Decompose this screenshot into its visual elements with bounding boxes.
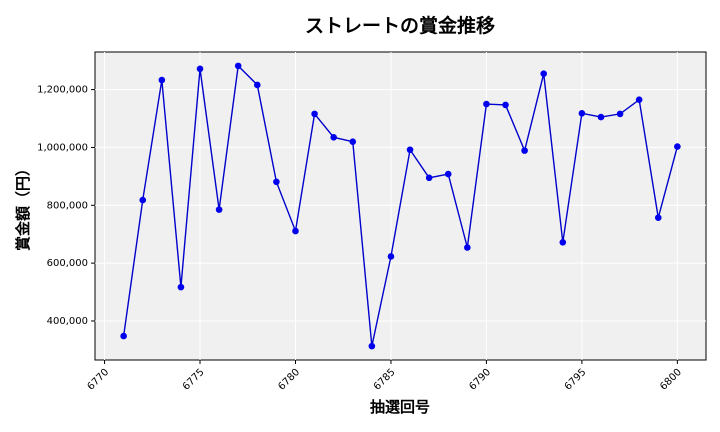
x-axis-ticks: 6770 6775 6780 6785 6790 6795 6800 — [85, 360, 684, 393]
data-point — [196, 65, 204, 73]
data-point — [273, 178, 280, 186]
data-point — [674, 143, 681, 150]
x-tick-label: 6800 — [658, 367, 684, 393]
data-point — [444, 170, 452, 178]
data-point — [349, 138, 357, 145]
data-point — [139, 196, 147, 204]
x-tick-label: 6795 — [563, 367, 589, 393]
data-point — [158, 76, 166, 84]
x-tick-label: 6790 — [467, 367, 493, 393]
data-point — [502, 101, 509, 109]
x-tick-label: 6775 — [181, 367, 207, 393]
data-point — [635, 96, 643, 104]
series-layer — [120, 62, 681, 350]
data-point — [540, 70, 548, 77]
data-point — [578, 110, 586, 117]
y-tick-label: 1,200,000 — [37, 85, 88, 96]
data-point — [425, 174, 433, 182]
data-point — [483, 100, 490, 108]
data-point — [234, 62, 242, 70]
data-point — [368, 342, 376, 350]
x-tick-label: 6780 — [276, 367, 302, 393]
data-point — [521, 147, 528, 154]
data-point — [215, 206, 223, 213]
data-point — [177, 283, 185, 291]
y-tick-label: 600,000 — [47, 258, 88, 269]
y-tick-label: 800,000 — [47, 200, 88, 211]
data-point — [387, 253, 395, 260]
x-tick-label: 6770 — [85, 367, 111, 393]
y-axis-ticks: 400,000 600,000 800,000 1,000,000 1,200,000 — [37, 85, 95, 327]
data-point — [559, 238, 567, 246]
data-point — [654, 214, 662, 222]
data-point — [330, 134, 337, 141]
data-point — [311, 110, 318, 118]
y-tick-label: 400,000 — [47, 316, 88, 327]
chart-title: ストレートの賞金推移 — [305, 14, 495, 37]
data-point — [253, 81, 261, 89]
y-tick-label: 1,000,000 — [37, 142, 88, 153]
x-axis-label: 抽選回号 — [370, 398, 430, 416]
data-point — [120, 332, 127, 340]
data-point — [597, 113, 605, 121]
y-axis-label: 賞金額（円） — [14, 161, 32, 251]
data-point — [292, 227, 299, 235]
data-point — [464, 244, 471, 251]
data-point — [406, 146, 414, 154]
x-tick-label: 6785 — [372, 367, 398, 393]
data-point — [616, 110, 624, 118]
